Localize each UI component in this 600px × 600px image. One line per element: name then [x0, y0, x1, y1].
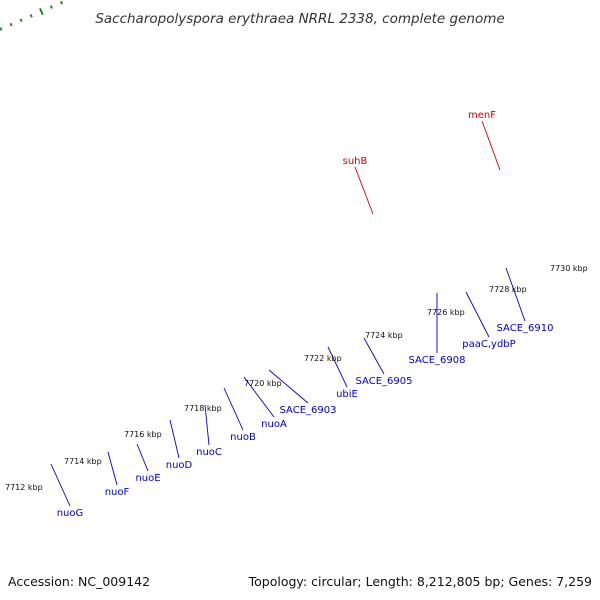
scale-tick-labels: 7712 kbp 7714 kbp 7716 kbp 7718 kbp 7720 kbp…: [5, 264, 588, 492]
gene-label-leader: [107, 451, 118, 486]
scale-dot: [29, 14, 33, 18]
scale-dot: [59, 0, 64, 5]
scale-dot: [0, 27, 3, 31]
map-title: Saccharopolyspora erythraea NRRL 2338, c…: [95, 11, 504, 27]
scale-tick-label: 7714 kbp: [64, 457, 102, 466]
gene-arrow-nuoE[interactable]: [0, 0, 22, 15]
scale-tick-label: 7716 kbp: [124, 430, 162, 439]
gene-label-nuoC[interactable]: nuoC: [196, 447, 222, 458]
scale-tick-label: 7724 kbp: [365, 331, 403, 340]
gene-label-nuoG[interactable]: nuoG: [57, 508, 84, 519]
scale-dot: [9, 22, 13, 27]
gene-label-leader: [169, 419, 180, 459]
scale-tick-label: 7718 kbp: [184, 404, 222, 413]
accession-label: Accession: NC_009142: [8, 574, 150, 589]
gene-label-SACE-6903[interactable]: SACE_6903: [280, 405, 337, 416]
scale-dot: [19, 18, 23, 23]
gene-label-leader: [223, 387, 244, 431]
gene-label-leader: [268, 369, 309, 404]
gene-label-leader: [136, 443, 149, 472]
gene-label-leader: [204, 404, 210, 446]
gene-label-leader: [50, 463, 71, 507]
scale-tick: [39, 7, 44, 16]
gene-label-nuoD[interactable]: nuoD: [166, 460, 193, 471]
gene-label-nuoB[interactable]: nuoB: [230, 432, 256, 443]
scale-tick-label: 7730 kbp: [550, 264, 588, 273]
gene-label-ubiE[interactable]: ubiE: [336, 389, 358, 400]
scale-tick-label: 7722 kbp: [304, 354, 342, 363]
gene-label-leader: [465, 291, 490, 338]
gene-label-nuoF[interactable]: nuoF: [105, 487, 130, 498]
gene-label-leader: [481, 120, 501, 171]
gene-label-paaC-ydbP[interactable]: paaC,ydbP: [462, 339, 515, 350]
gene-label-menF[interactable]: menF: [468, 110, 496, 121]
gene-label-leader: [505, 267, 526, 322]
gene-label-leader: [327, 346, 348, 388]
scale-dot: [49, 5, 53, 9]
scale-tick-label: 7726 kbp: [427, 308, 465, 317]
genome-track: [0, 0, 491, 54]
gene-label-leader: [354, 166, 374, 215]
gene-label-leader: [243, 376, 275, 418]
scale-tick-label: 7720 kbp: [244, 379, 282, 388]
inner-dotted-scale: [0, 0, 74, 31]
gene-label-nuoE[interactable]: nuoE: [135, 473, 160, 484]
genome-summary-label: Topology: circular; Length: 8,212,805 bp…: [248, 574, 592, 589]
gene-label-suhB[interactable]: suhB: [343, 156, 368, 167]
gene-label-nuoA[interactable]: nuoA: [261, 419, 287, 430]
gene-label-SACE-6905[interactable]: SACE_6905: [356, 376, 413, 387]
gene-label-leader: [363, 337, 385, 375]
scale-tick-label: 7728 kbp: [489, 285, 527, 294]
gene-label-SACE-6908[interactable]: SACE_6908: [409, 355, 466, 366]
gene-label-SACE-6910[interactable]: SACE_6910: [497, 323, 554, 334]
gene-arrow-highlight: [0, 0, 15, 9]
gene-arrow-body: [0, 0, 21, 15]
scale-tick-label: 7712 kbp: [5, 483, 43, 492]
